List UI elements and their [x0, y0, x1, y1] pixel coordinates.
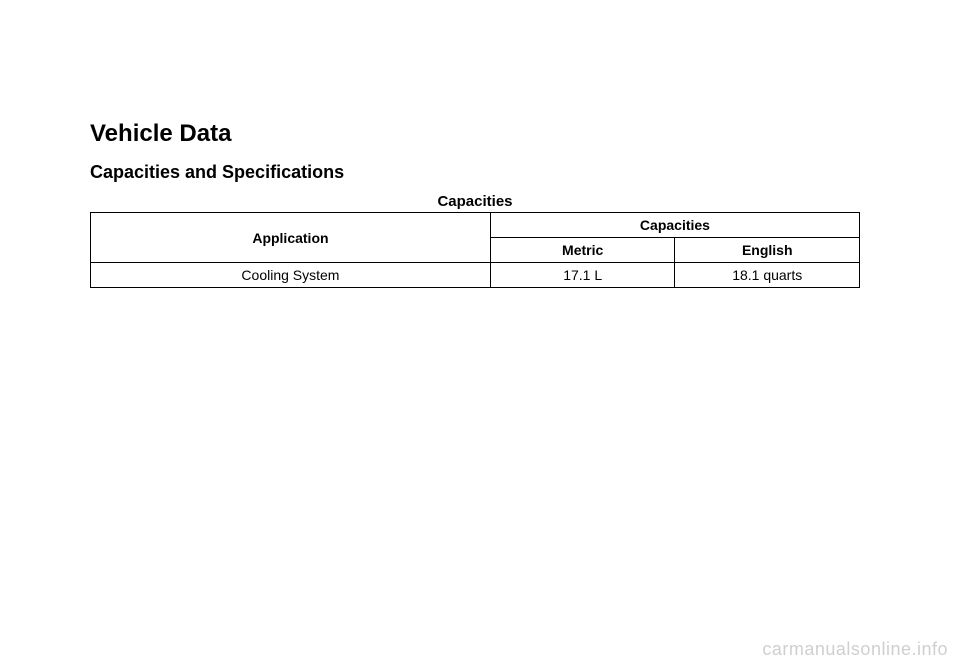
- cell-english: 18.1 quarts: [675, 263, 860, 288]
- cell-metric: 17.1 L: [490, 263, 675, 288]
- section-title: Vehicle Data: [90, 120, 860, 148]
- col-header-application: Application: [91, 213, 491, 263]
- col-header-english: English: [675, 238, 860, 263]
- capacities-table: Application Capacities Metric English Co…: [90, 212, 860, 288]
- col-header-capacities: Capacities: [490, 213, 859, 238]
- table-body: Cooling System 17.1 L 18.1 quarts: [91, 263, 860, 288]
- table-header-row-1: Application Capacities: [91, 213, 860, 238]
- table-caption: Capacities: [90, 193, 860, 210]
- cell-application: Cooling System: [91, 263, 491, 288]
- page-content: Vehicle Data Capacities and Specificatio…: [90, 120, 860, 288]
- subsection-title: Capacities and Specifications: [90, 162, 860, 183]
- watermark-text: carmanualsonline.info: [762, 639, 948, 660]
- table-row: Cooling System 17.1 L 18.1 quarts: [91, 263, 860, 288]
- table-head: Application Capacities Metric English: [91, 213, 860, 263]
- col-header-metric: Metric: [490, 238, 675, 263]
